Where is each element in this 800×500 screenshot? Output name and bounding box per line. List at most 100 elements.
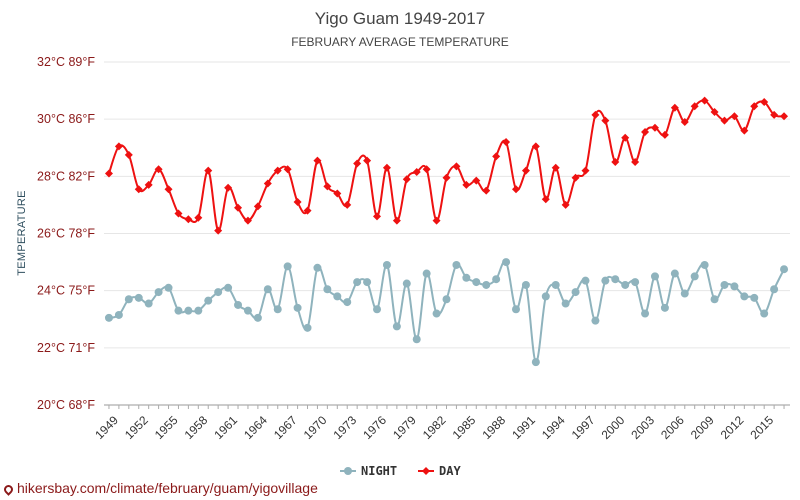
day-data-point bbox=[154, 165, 163, 174]
source-watermark[interactable]: hikersbay.com/climate/february/guam/yigo… bbox=[2, 480, 318, 496]
x-tick-label: 1952 bbox=[122, 413, 151, 442]
day-data-point bbox=[124, 150, 133, 159]
night-data-point bbox=[432, 309, 441, 318]
night-data-point bbox=[124, 295, 133, 304]
chart-subtitle: FEBRUARY AVERAGE TEMPERATURE bbox=[291, 35, 509, 49]
night-data-point bbox=[214, 288, 223, 297]
day-data-point bbox=[601, 116, 610, 125]
day-data-point bbox=[263, 179, 272, 188]
x-tick-label: 1982 bbox=[420, 413, 449, 442]
night-data-point bbox=[452, 260, 461, 269]
night-data-point bbox=[720, 280, 729, 289]
day-data-point bbox=[402, 175, 411, 184]
day-data-point bbox=[422, 165, 431, 174]
night-data-point bbox=[243, 306, 252, 315]
night-data-point bbox=[750, 293, 759, 302]
x-tick-label: 1955 bbox=[152, 413, 181, 442]
night-legend-marker bbox=[344, 467, 352, 475]
day-data-point bbox=[303, 206, 312, 215]
day-data-point bbox=[492, 152, 501, 161]
x-tick-label: 1994 bbox=[539, 413, 568, 442]
day-data-point bbox=[234, 203, 243, 212]
day-data-point bbox=[750, 102, 759, 111]
day-data-point bbox=[462, 180, 471, 189]
x-tick-label: 1958 bbox=[182, 413, 211, 442]
day-data-point bbox=[521, 166, 530, 175]
day-data-point bbox=[293, 198, 302, 207]
day-data-point bbox=[392, 216, 401, 225]
day-data-point bbox=[134, 185, 143, 194]
night-data-point bbox=[482, 280, 491, 289]
y-axis-title: TEMPERATURE bbox=[16, 190, 28, 276]
day-data-point bbox=[502, 138, 511, 147]
night-data-point bbox=[154, 288, 163, 297]
day-data-point bbox=[353, 159, 362, 168]
day-legend-label: DAY bbox=[439, 464, 461, 478]
night-data-point bbox=[531, 358, 540, 367]
night-data-point bbox=[343, 298, 352, 307]
day-data-point bbox=[531, 142, 540, 151]
location-pin-icon bbox=[2, 483, 15, 496]
night-data-point bbox=[591, 316, 600, 325]
day-data-point bbox=[104, 169, 113, 178]
night-data-point bbox=[511, 305, 520, 314]
day-data-point bbox=[283, 165, 292, 174]
x-tick-label: 1976 bbox=[360, 413, 389, 442]
night-data-point bbox=[412, 335, 421, 344]
night-data-point bbox=[660, 303, 669, 312]
day-data-point bbox=[472, 176, 481, 185]
day-data-point bbox=[243, 216, 252, 225]
night-data-point bbox=[174, 306, 183, 315]
night-data-point bbox=[194, 306, 203, 315]
x-tick-label: 1991 bbox=[509, 413, 538, 442]
day-data-point bbox=[740, 126, 749, 135]
night-data-point bbox=[402, 279, 411, 288]
night-data-point bbox=[551, 280, 560, 289]
night-data-point bbox=[740, 292, 749, 301]
y-tick-label: 22°C 71°F bbox=[37, 341, 95, 355]
x-tick-label: 1967 bbox=[271, 413, 300, 442]
night-data-point bbox=[631, 278, 640, 287]
day-data-point bbox=[541, 195, 550, 204]
day-data-point bbox=[343, 200, 352, 209]
day-data-point bbox=[174, 209, 183, 218]
night-data-point bbox=[690, 272, 699, 281]
day-data-point bbox=[611, 158, 620, 167]
night-data-point bbox=[114, 310, 123, 319]
source-url[interactable]: hikersbay.com/climate/february/guam/yigo… bbox=[17, 480, 318, 496]
day-data-point bbox=[561, 200, 570, 209]
x-tick-label: 2000 bbox=[599, 413, 628, 442]
night-data-point bbox=[561, 299, 570, 308]
night-data-point bbox=[502, 258, 511, 267]
day-data-point bbox=[412, 168, 421, 177]
day-data-point bbox=[273, 166, 282, 175]
day-data-point bbox=[690, 102, 699, 111]
night-data-point bbox=[273, 305, 282, 314]
legend[interactable]: NIGHT DAY bbox=[340, 464, 461, 478]
day-data-point bbox=[194, 213, 203, 222]
night-data-point bbox=[541, 292, 550, 301]
x-tick-label: 2006 bbox=[658, 413, 687, 442]
night-data-point bbox=[204, 296, 213, 305]
y-tick-label: 20°C 68°F bbox=[37, 398, 95, 412]
night-data-point bbox=[164, 283, 173, 292]
night-data-point bbox=[323, 285, 332, 294]
day-data-point bbox=[680, 118, 689, 127]
night-data-point bbox=[670, 269, 679, 278]
day-data-point bbox=[621, 133, 630, 142]
day-data-point bbox=[760, 98, 769, 107]
day-data-point bbox=[780, 112, 789, 121]
day-data-point bbox=[333, 189, 342, 198]
day-data-point bbox=[660, 130, 669, 139]
night-data-point bbox=[442, 295, 451, 304]
day-data-point bbox=[373, 212, 382, 221]
night-data-point bbox=[392, 322, 401, 331]
day-data-point bbox=[114, 142, 123, 151]
night-data-point bbox=[760, 309, 769, 318]
night-data-point bbox=[700, 260, 709, 269]
day-data-point bbox=[452, 162, 461, 171]
day-data-point bbox=[770, 110, 779, 119]
night-data-point bbox=[780, 265, 789, 274]
night-data-point bbox=[650, 272, 659, 281]
x-tick-label: 2003 bbox=[628, 413, 657, 442]
